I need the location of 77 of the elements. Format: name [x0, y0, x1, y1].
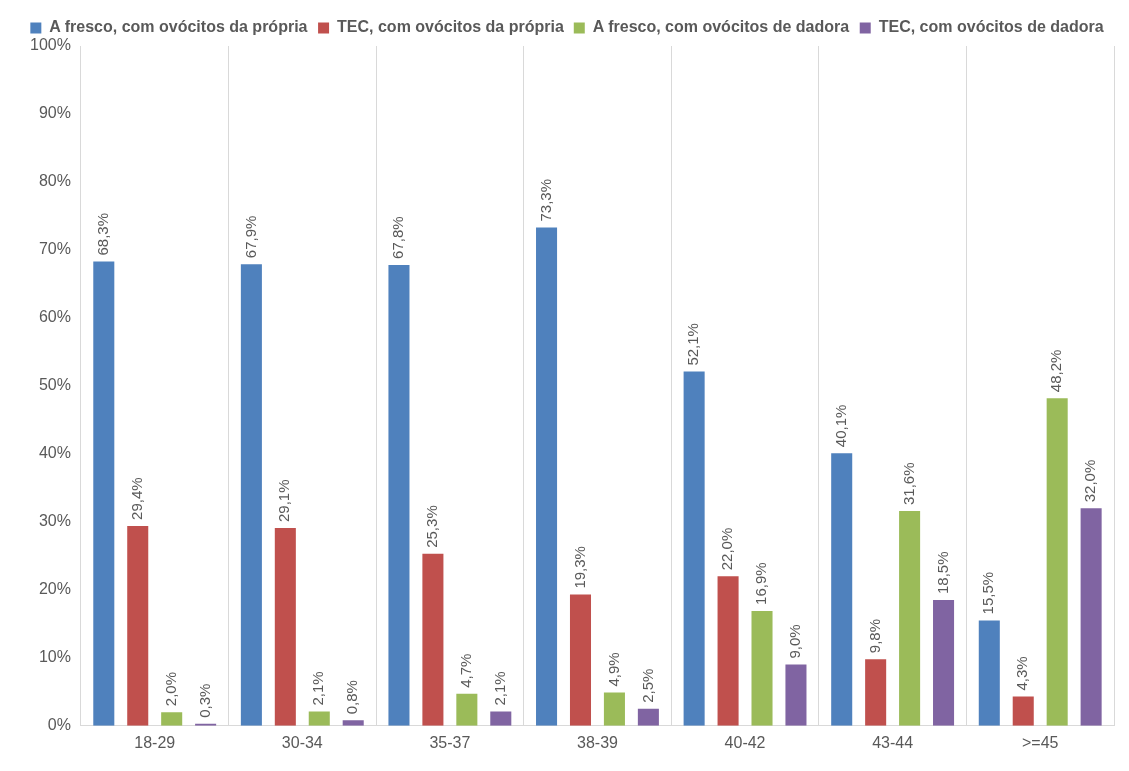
data-label: 18,5% [933, 551, 951, 595]
data-label: 19,3% [570, 546, 588, 589]
y-tick-label: 90% [38, 104, 71, 122]
y-tick-label: 20% [38, 580, 71, 598]
bar [342, 720, 364, 726]
bar [456, 693, 478, 726]
y-tick-label: 30% [38, 512, 71, 530]
y-tick-label: 40% [38, 444, 71, 462]
data-label: 2,0% [161, 672, 179, 707]
bar [490, 711, 512, 726]
bar [717, 576, 739, 726]
legend-label: A fresco, com ovócitos da própria [49, 18, 308, 36]
data-label: 16,9% [752, 562, 770, 605]
bar [93, 261, 115, 726]
data-label: 22,0% [718, 527, 736, 571]
bar [240, 264, 262, 726]
bar [751, 610, 773, 726]
bar [388, 264, 410, 726]
bar [274, 527, 296, 726]
data-label: 0,8% [343, 680, 361, 715]
bar [831, 453, 853, 726]
bar [127, 525, 149, 726]
data-label: 9,8% [865, 618, 883, 654]
bar [569, 594, 592, 726]
bar [536, 227, 558, 726]
data-label: 29,4% [127, 477, 145, 520]
bar [785, 664, 807, 726]
bar [933, 600, 955, 726]
x-tick-label: 30-34 [281, 733, 323, 751]
x-tick-label: 18-29 [134, 733, 176, 751]
data-label: 0,3% [195, 683, 213, 718]
bar [865, 659, 887, 726]
legend-label: TEC, com ovócitos da própria [337, 18, 564, 36]
x-tick-label: 35-37 [429, 733, 471, 751]
bar [308, 711, 330, 726]
y-tick-label: 60% [38, 308, 71, 326]
legend-label: TEC, com ovócitos de dadora [878, 18, 1104, 36]
bar [978, 620, 1000, 726]
legend-label: A fresco, com ovócitos de dadora [592, 18, 850, 36]
bar [683, 371, 705, 726]
bar [899, 510, 921, 726]
bar [1080, 508, 1102, 726]
data-label: 48,2% [1047, 349, 1065, 393]
x-tick-label: >=45 [1021, 733, 1059, 751]
data-label: 15,5% [979, 571, 997, 615]
data-label: 67,9% [241, 215, 259, 259]
data-label: 25,3% [423, 505, 441, 548]
data-label: 9,0% [786, 624, 804, 659]
bar [603, 692, 625, 726]
x-tick-label: 40-42 [724, 733, 766, 751]
data-label: 52,1% [684, 323, 702, 366]
data-label: 73,3% [536, 178, 554, 222]
data-label: 4,3% [1013, 656, 1031, 691]
bar [1012, 696, 1034, 726]
y-tick-label: 70% [38, 240, 71, 258]
bar [637, 708, 659, 726]
y-tick-label: 10% [38, 648, 71, 666]
data-label: 31,6% [899, 462, 917, 505]
data-label: 32,0% [1081, 459, 1099, 503]
data-label: 68,3% [93, 212, 111, 256]
data-label: 2,1% [490, 671, 508, 706]
y-tick-label: 0% [47, 716, 71, 734]
y-tick-label: 100% [30, 36, 71, 54]
data-label: 40,1% [831, 404, 849, 448]
bar [422, 553, 444, 726]
x-tick-label: 43-44 [872, 733, 914, 751]
data-label: 4,7% [456, 653, 474, 688]
data-label: 67,8% [389, 216, 407, 259]
data-label: 2,1% [309, 671, 327, 706]
bar [161, 712, 183, 726]
data-label: 2,5% [638, 668, 656, 703]
y-tick-label: 50% [38, 376, 71, 394]
data-label: 29,1% [275, 479, 293, 522]
bar [1046, 398, 1068, 726]
x-tick-label: 38-39 [577, 733, 619, 751]
data-label: 4,9% [604, 652, 622, 687]
y-tick-label: 80% [38, 172, 71, 190]
